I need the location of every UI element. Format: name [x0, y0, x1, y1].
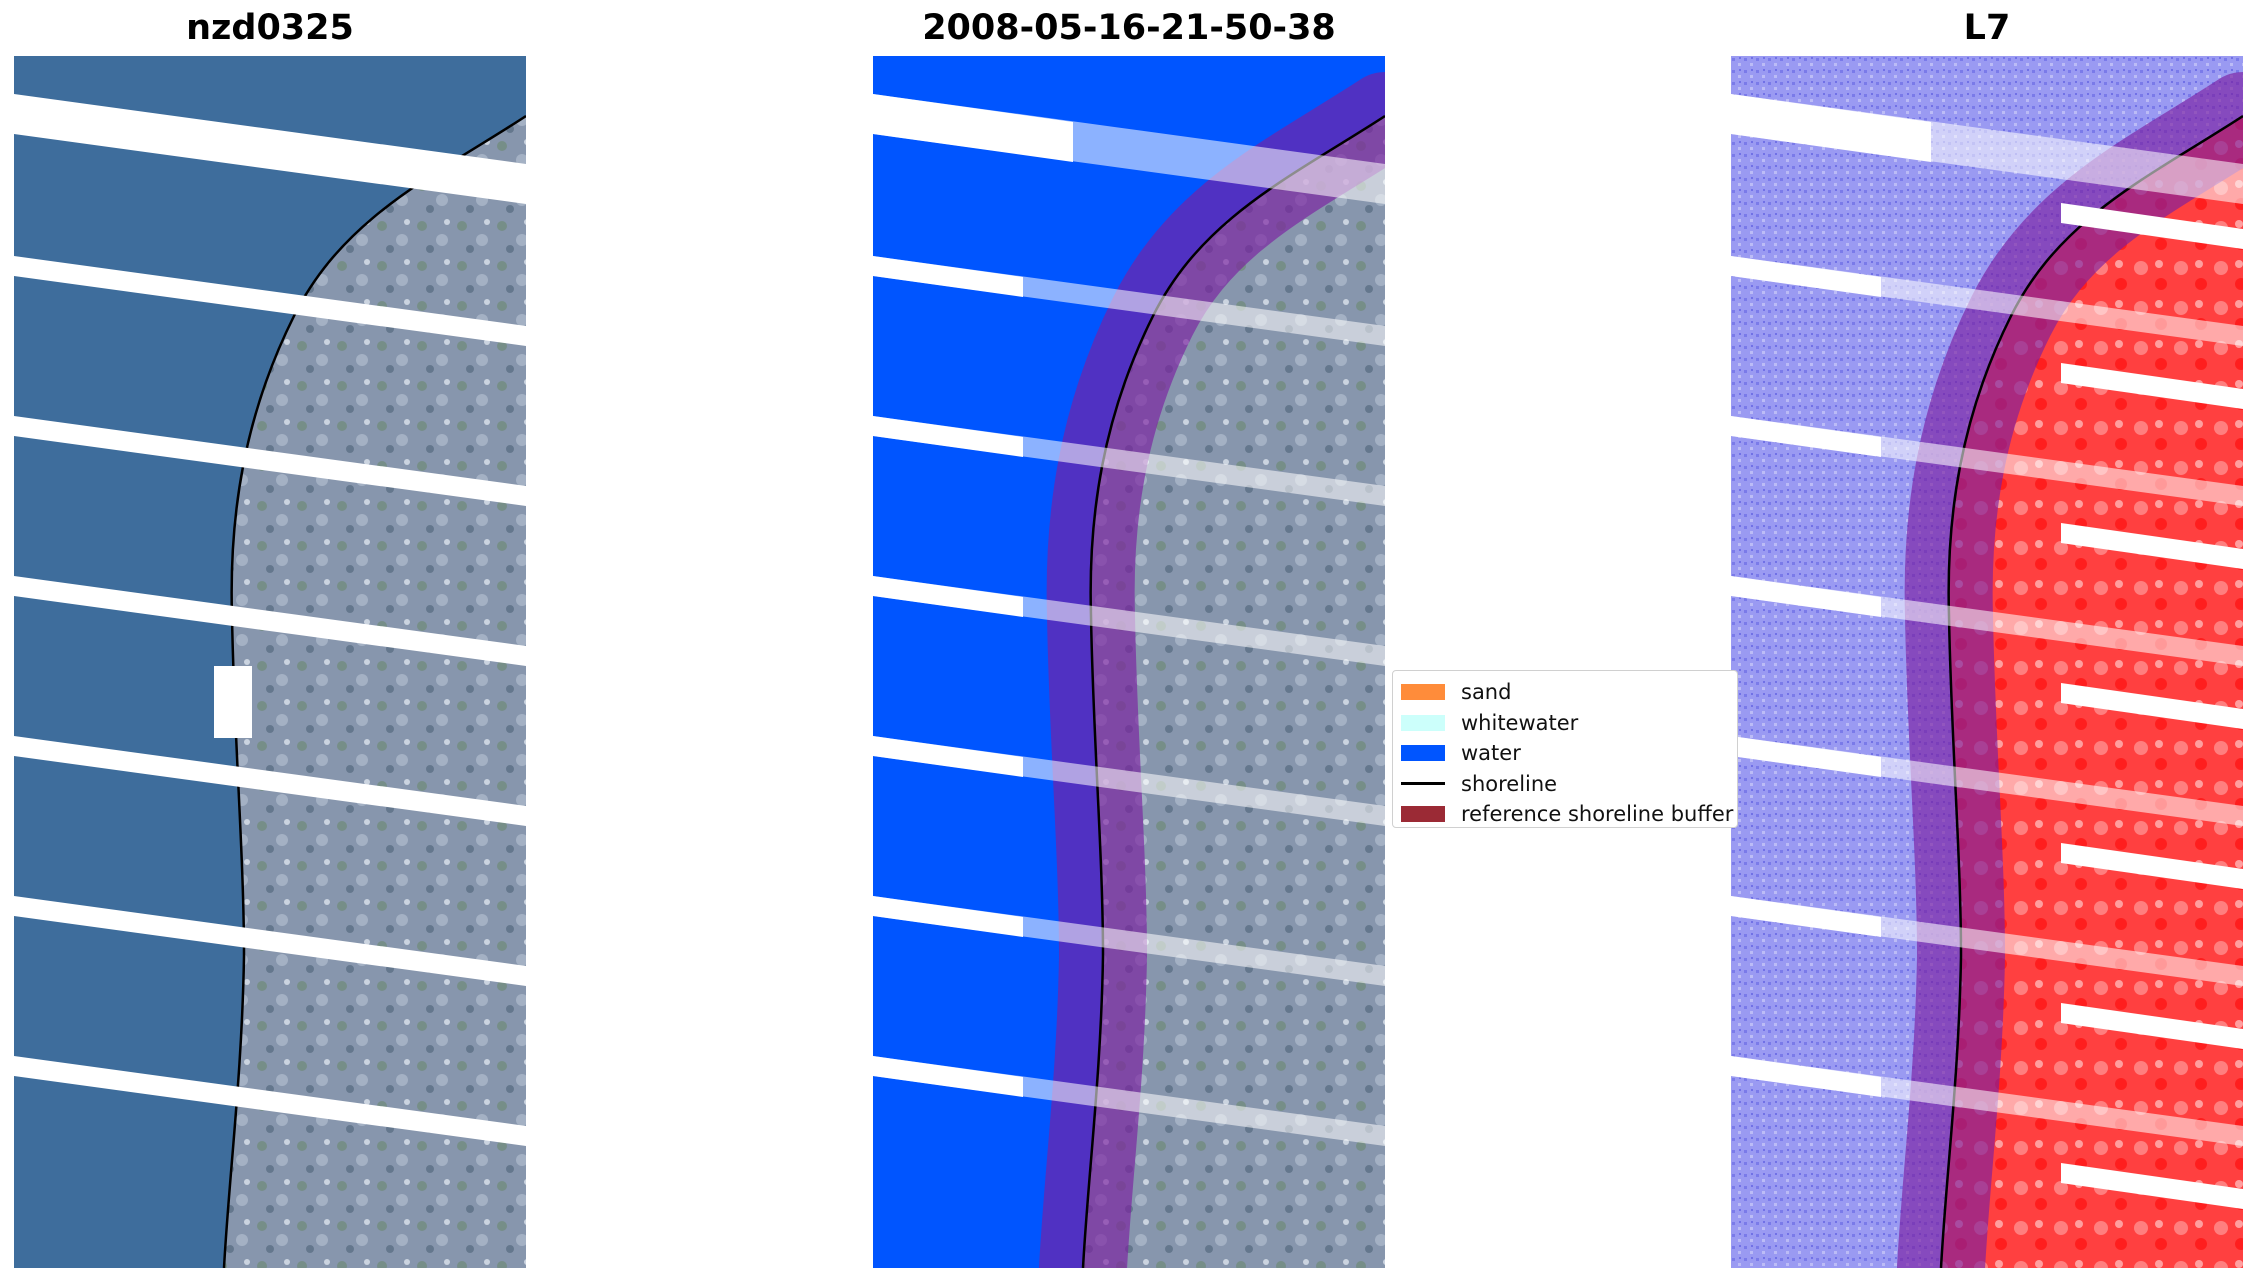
classified-image	[873, 56, 1385, 1268]
nodata-stripes	[1731, 94, 2243, 1209]
panel-title-index: L7	[1963, 8, 2011, 48]
legend-swatch-sand	[1401, 684, 1445, 701]
legend-swatch-shoreline	[1401, 782, 1445, 786]
panel-title-classified: 2008-05-16-21-50-38	[922, 8, 1336, 48]
classified-image-panel	[873, 56, 1385, 1268]
legend-label-sand: sand	[1461, 680, 1512, 705]
legend-label-shoreline: shoreline	[1461, 771, 1558, 796]
legend-label-whitewater: whitewater	[1461, 710, 1579, 735]
legend-item-whitewater: whitewater	[1401, 708, 1737, 739]
legend-item-water: water	[1401, 738, 1737, 769]
legend: sand whitewater water shoreline referenc…	[1392, 670, 1738, 828]
legend-label-reference-buffer: reference shoreline buffer	[1461, 802, 1734, 827]
legend-swatch-whitewater	[1401, 714, 1445, 731]
rgb-image	[14, 56, 526, 1268]
nodata-stripes	[14, 94, 526, 1146]
legend-item-sand: sand	[1401, 677, 1737, 708]
index-image-panel	[1731, 56, 2243, 1268]
legend-item-reference-buffer: reference shoreline buffer	[1401, 799, 1737, 830]
index-image	[1731, 56, 2243, 1268]
panel-title-rgb: nzd0325	[186, 8, 354, 48]
rgb-image-panel	[14, 56, 526, 1268]
legend-swatch-reference-buffer	[1401, 806, 1445, 823]
legend-swatch-water	[1401, 745, 1445, 762]
legend-label-water: water	[1461, 741, 1521, 766]
legend-item-shoreline: shoreline	[1401, 769, 1737, 800]
